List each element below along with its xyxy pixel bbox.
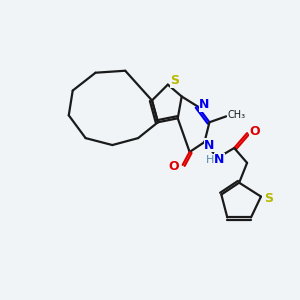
- Text: N: N: [199, 98, 210, 111]
- Text: N: N: [204, 139, 214, 152]
- Text: S: S: [170, 74, 179, 87]
- Text: H: H: [206, 155, 214, 165]
- Text: N: N: [214, 153, 224, 167]
- Text: O: O: [169, 160, 179, 173]
- Text: O: O: [250, 125, 260, 138]
- Text: S: S: [264, 192, 273, 205]
- Text: CH₃: CH₃: [227, 110, 245, 120]
